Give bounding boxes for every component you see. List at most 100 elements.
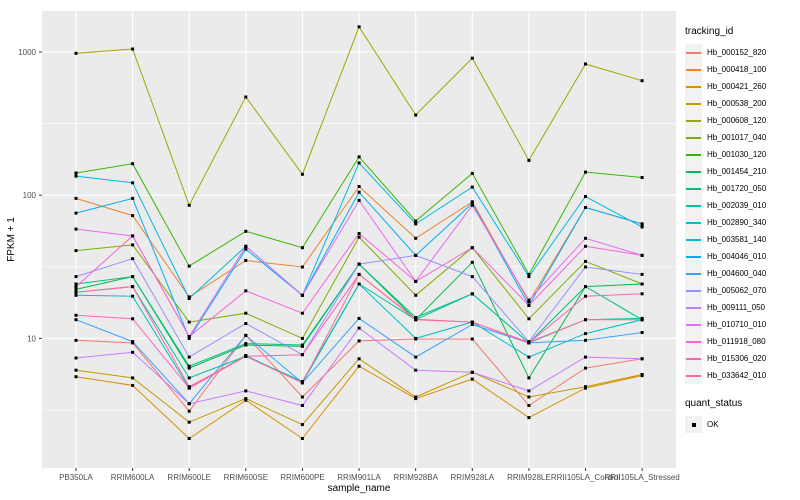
data-point [470, 323, 474, 326]
data-point [244, 289, 248, 293]
legend-item-label: Hb_001720_050 [707, 184, 767, 193]
legend-item-label: Hb_011918_080 [707, 337, 766, 346]
data-point [74, 290, 78, 294]
legend-key-swatch [685, 316, 702, 333]
data-point [470, 246, 474, 250]
data-point [414, 279, 418, 283]
data-point [131, 383, 135, 387]
data-point [357, 190, 361, 194]
data-point [414, 219, 418, 223]
legend-key-swatch [685, 180, 702, 197]
x-tick-label: RRIM901LA [337, 473, 381, 482]
legend-key-swatch [685, 61, 702, 78]
data-point [187, 409, 191, 413]
data-point [414, 397, 418, 401]
data-point [584, 206, 587, 209]
data-point [357, 272, 361, 276]
x-tick-label: RRIM600LA [111, 473, 155, 482]
legend-item-Hb_000152_820: Hb_000152_820 [685, 44, 800, 61]
data-point [187, 420, 191, 424]
data-point [527, 275, 531, 279]
data-point [131, 181, 135, 185]
data-point [244, 397, 248, 401]
data-point [584, 385, 587, 389]
data-point [74, 196, 78, 200]
data-point [300, 404, 304, 407]
data-point [527, 340, 531, 344]
data-point [300, 395, 304, 399]
data-point [414, 317, 418, 321]
legend-key-swatch [685, 78, 702, 95]
data-point [527, 272, 531, 276]
data-point [527, 404, 531, 407]
x-tick-label: RRIM928BA [393, 473, 438, 482]
legend-key-swatch [685, 299, 702, 316]
data-point [470, 185, 474, 189]
quant-ok-label: OK [707, 420, 719, 429]
legend-key-swatch [685, 214, 702, 231]
legend-title-tracking-id: tracking_id [685, 26, 734, 37]
legend-key-swatch [685, 112, 702, 129]
data-point [414, 222, 418, 226]
legend-item-label: Hb_000418_100 [707, 65, 767, 74]
legend-item-Hb_005062_070: Hb_005062_070 [685, 282, 800, 299]
data-point [244, 244, 248, 248]
data-point [414, 336, 418, 340]
data-point [584, 318, 587, 322]
data-point [640, 272, 644, 276]
data-point [584, 236, 587, 240]
data-point [74, 368, 78, 372]
data-point [357, 198, 361, 202]
x-tick-label: RRIM600SE [224, 473, 268, 482]
legend-key-swatch [685, 231, 702, 248]
data-point [74, 338, 78, 342]
data-point [187, 295, 191, 299]
data-point [470, 370, 474, 374]
data-point [300, 336, 304, 340]
data-point [131, 234, 135, 238]
data-point [470, 201, 474, 205]
legend: tracking_id Hb_000152_820 Hb_000418_100 Hb… [685, 26, 800, 433]
data-point [244, 311, 248, 315]
data-point [300, 311, 304, 315]
legend-item-Hb_000538_200: Hb_000538_200 [685, 95, 800, 112]
data-point [414, 253, 418, 257]
legend-key-swatch [685, 197, 702, 214]
data-point [584, 338, 587, 342]
x-tick-label: RRIM928LA [451, 473, 495, 482]
data-point [640, 373, 644, 376]
data-point [414, 355, 418, 359]
data-point [357, 316, 361, 320]
data-point [470, 292, 474, 296]
data-point [244, 322, 248, 325]
data-point [131, 243, 135, 247]
data-point [357, 364, 361, 368]
legend-title-quant-status: quant_status [685, 398, 743, 409]
data-point [74, 313, 78, 317]
legend-item-label: Hb_001030_120 [707, 150, 767, 159]
data-point [527, 376, 531, 380]
legend-key-swatch [685, 248, 702, 265]
quant-ok-key-icon [685, 416, 702, 433]
legend-items: Hb_000152_820 Hb_000418_100 Hb_000421_260 H… [685, 44, 800, 384]
data-point [74, 287, 78, 291]
data-point [300, 381, 304, 385]
data-point [300, 437, 304, 440]
data-point [584, 285, 587, 289]
data-point [300, 343, 304, 347]
legend-item-Hb_002039_010: Hb_002039_010 [685, 197, 800, 214]
data-point [131, 275, 135, 279]
legend-item-ok: OK [685, 416, 800, 433]
data-point [527, 355, 531, 359]
data-point [584, 62, 587, 66]
data-point [527, 317, 531, 321]
data-point [131, 47, 135, 51]
data-point [584, 294, 587, 298]
data-point [300, 265, 304, 269]
legend-key-swatch [685, 95, 702, 112]
data-point [640, 318, 644, 322]
data-point [131, 196, 135, 200]
quant-status-block: quant_status OK [685, 398, 800, 433]
data-point [527, 298, 531, 302]
